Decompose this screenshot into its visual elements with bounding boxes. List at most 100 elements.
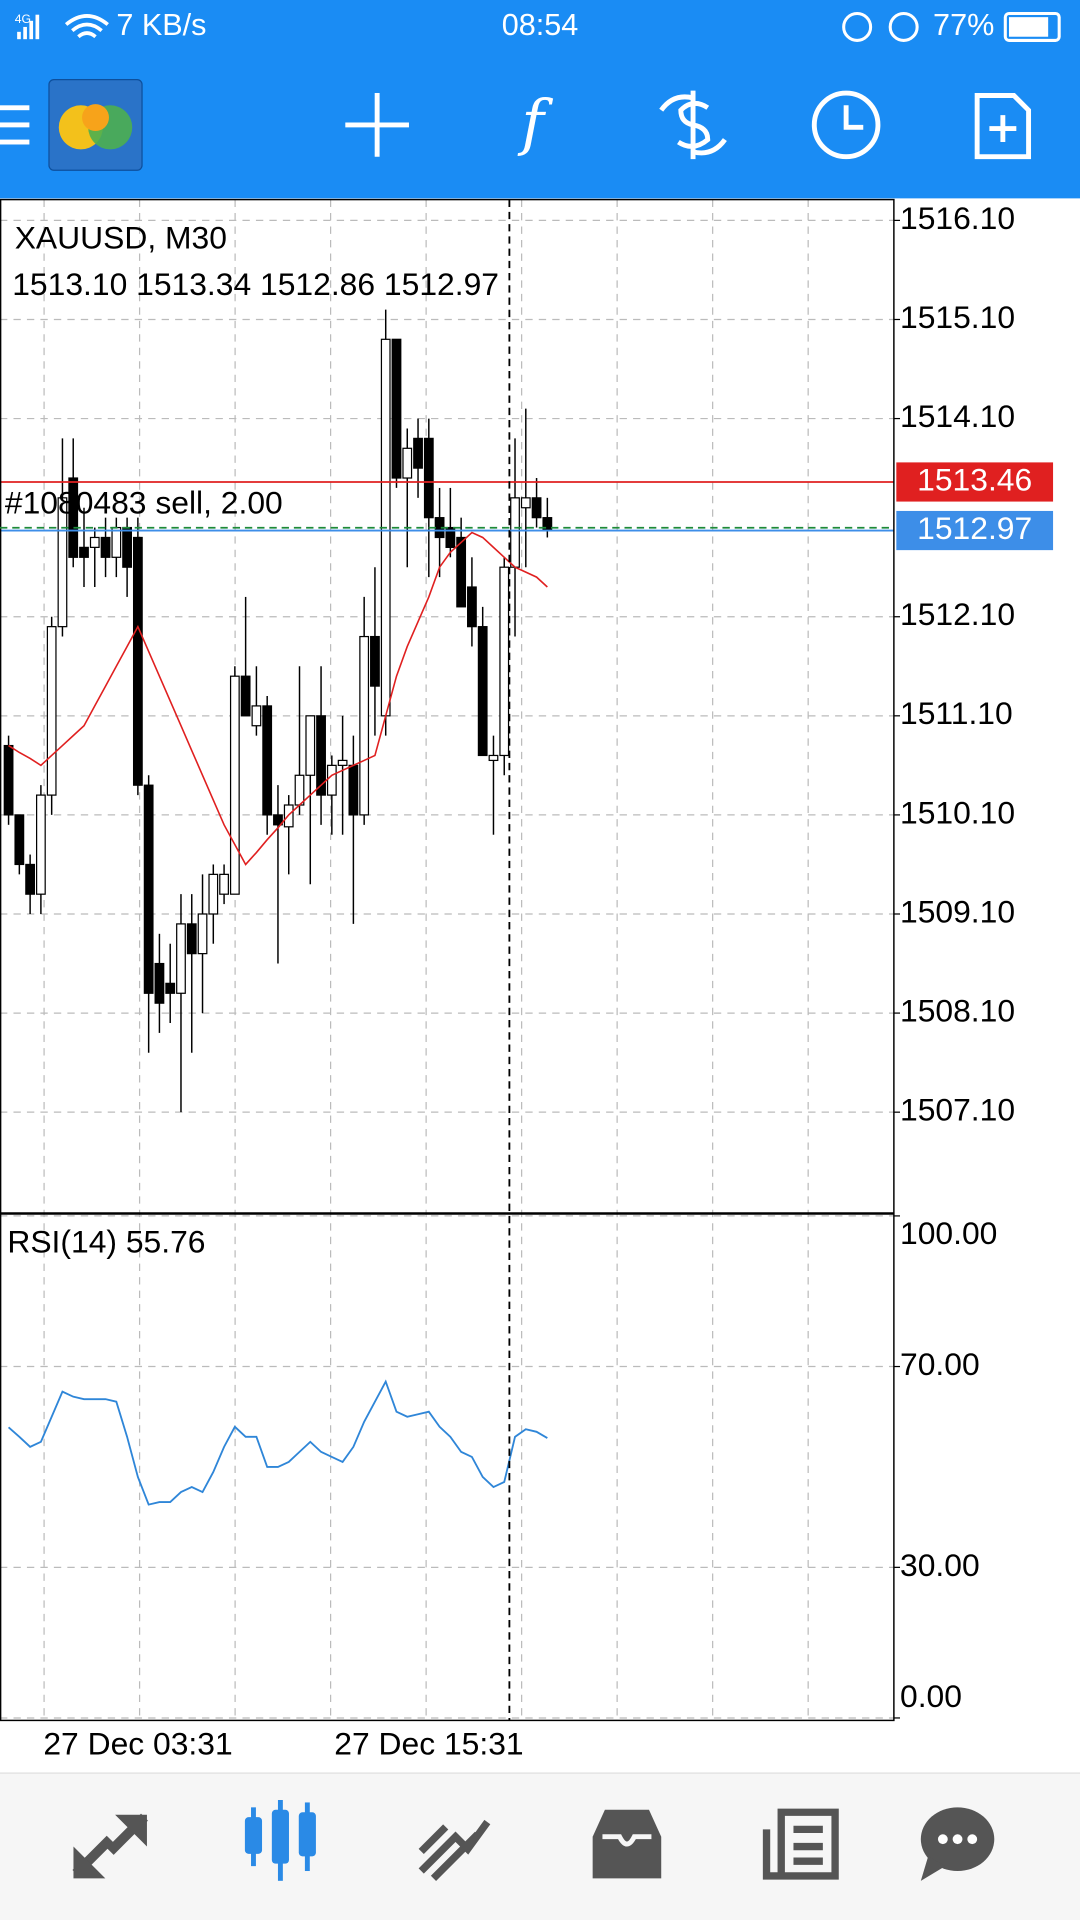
order-label: #1080483 sell, 2.00 bbox=[5, 485, 283, 521]
candle-body bbox=[89, 536, 100, 548]
signal-icon bbox=[17, 14, 40, 40]
candle-body bbox=[467, 586, 477, 628]
candle-body bbox=[14, 814, 25, 866]
candle-body bbox=[413, 437, 423, 469]
y-tick-label: 1514.10 bbox=[900, 398, 1015, 434]
candle-body bbox=[57, 497, 68, 628]
x-tick-label: 27 Dec 15:31 bbox=[334, 1726, 523, 1762]
trade-tab[interactable] bbox=[418, 1819, 491, 1881]
y-tick-label: 1507.10 bbox=[900, 1092, 1015, 1128]
chat-tab[interactable] bbox=[920, 1807, 995, 1881]
quotes-tab[interactable] bbox=[72, 1813, 148, 1879]
y-tick-label: 1515.10 bbox=[900, 299, 1015, 335]
rsi-title: RSI(14) 55.76 bbox=[7, 1223, 205, 1259]
candle-body bbox=[294, 774, 305, 806]
candle-body bbox=[154, 962, 165, 1004]
price-tag-label: 1512.97 bbox=[917, 510, 1032, 546]
chart-frame bbox=[0, 198, 895, 1722]
candle-body bbox=[35, 794, 46, 895]
candle-body bbox=[25, 863, 36, 895]
menu-button[interactable] bbox=[0, 105, 30, 145]
candle-body bbox=[111, 526, 122, 558]
candle-body bbox=[219, 873, 229, 895]
candle-body bbox=[477, 626, 488, 757]
price-tag bbox=[896, 510, 1054, 551]
candle-body bbox=[100, 536, 111, 558]
candle-body bbox=[305, 715, 316, 776]
top-bar bbox=[0, 0, 1080, 199]
y-tick-label: 1516.10 bbox=[900, 200, 1015, 236]
candle-body bbox=[531, 497, 542, 519]
price-tag-label: 1513.46 bbox=[917, 461, 1032, 497]
y-tick-label: 70.00 bbox=[900, 1346, 980, 1382]
candle-body bbox=[122, 526, 133, 568]
candle-body bbox=[273, 814, 283, 826]
new-order-button[interactable] bbox=[974, 93, 1032, 160]
candle-body bbox=[208, 873, 219, 915]
history-tab[interactable] bbox=[592, 1809, 662, 1879]
y-tick-label: 1508.10 bbox=[900, 992, 1015, 1028]
net-speed: 7 KB/s bbox=[116, 8, 206, 42]
y-tick-label: 30.00 bbox=[900, 1547, 980, 1583]
candle-body bbox=[499, 566, 510, 757]
y-tick-label: 1511.10 bbox=[900, 695, 1013, 731]
candle-body bbox=[176, 923, 186, 994]
y-tick-label: 100.00 bbox=[900, 1215, 997, 1251]
candle-body bbox=[359, 635, 370, 816]
alarm-icon bbox=[888, 11, 919, 42]
y-tick-label: 1510.10 bbox=[900, 794, 1015, 830]
candle-body bbox=[68, 477, 79, 558]
bottom-nav bbox=[0, 1773, 1080, 1920]
x-tick-label: 27 Dec 03:31 bbox=[43, 1726, 232, 1762]
wifi-icon bbox=[64, 14, 109, 39]
candle-body bbox=[445, 526, 456, 548]
candle-body bbox=[79, 546, 89, 558]
price-tag bbox=[896, 462, 1054, 502]
y-tick-label: 1509.10 bbox=[900, 893, 1015, 929]
candle-body bbox=[229, 675, 240, 895]
candle-body bbox=[143, 784, 154, 994]
candle-body bbox=[423, 437, 434, 519]
crosshair-button[interactable] bbox=[345, 93, 409, 157]
candle-body bbox=[337, 759, 348, 766]
moving-average bbox=[8, 531, 548, 866]
candle-body bbox=[240, 675, 251, 717]
candle-body bbox=[488, 754, 499, 762]
candle-body bbox=[326, 764, 337, 796]
trade-button[interactable] bbox=[659, 90, 727, 160]
app-logo[interactable] bbox=[48, 78, 143, 171]
candle-body bbox=[402, 447, 413, 479]
candle-body bbox=[262, 705, 273, 816]
candle-body bbox=[46, 626, 57, 796]
clock: 08:54 bbox=[502, 8, 579, 42]
battery-level: 77% bbox=[933, 8, 994, 42]
candle-body bbox=[165, 982, 176, 994]
chart-area: 1516.10 1515.10 1514.10 1512.10 1511.10 1510.… bbox=[0, 199, 1054, 1762]
candle-body bbox=[348, 764, 359, 816]
candle-body bbox=[132, 536, 143, 786]
candle-body bbox=[370, 635, 380, 687]
candle-body bbox=[3, 744, 14, 816]
chart-title: XAUUSD, M30 bbox=[15, 219, 227, 255]
candle-body bbox=[391, 338, 402, 479]
rsi-line bbox=[7, 1379, 548, 1506]
chart-tab[interactable] bbox=[244, 1800, 316, 1881]
candle-body bbox=[197, 913, 208, 955]
y-tick-label: 1512.10 bbox=[900, 596, 1015, 632]
candle-body bbox=[456, 536, 467, 608]
ohlc-readout: 1513.10 1513.34 1512.86 1512.97 bbox=[12, 266, 499, 302]
candle-body bbox=[251, 705, 262, 727]
y-tick-label: 0.00 bbox=[900, 1678, 962, 1714]
candle-body bbox=[510, 497, 520, 568]
candle-body bbox=[316, 715, 326, 796]
price-lines: 1513.46 #1080483 sell, 2.00 1512.97 bbox=[0, 461, 1054, 551]
news-tab[interactable] bbox=[762, 1808, 839, 1880]
candle-body bbox=[520, 497, 531, 509]
battery-icon bbox=[1003, 11, 1061, 42]
lock-icon bbox=[842, 11, 873, 42]
network: 4G bbox=[15, 12, 31, 26]
candle-body bbox=[186, 923, 197, 955]
period-button[interactable] bbox=[811, 90, 881, 160]
